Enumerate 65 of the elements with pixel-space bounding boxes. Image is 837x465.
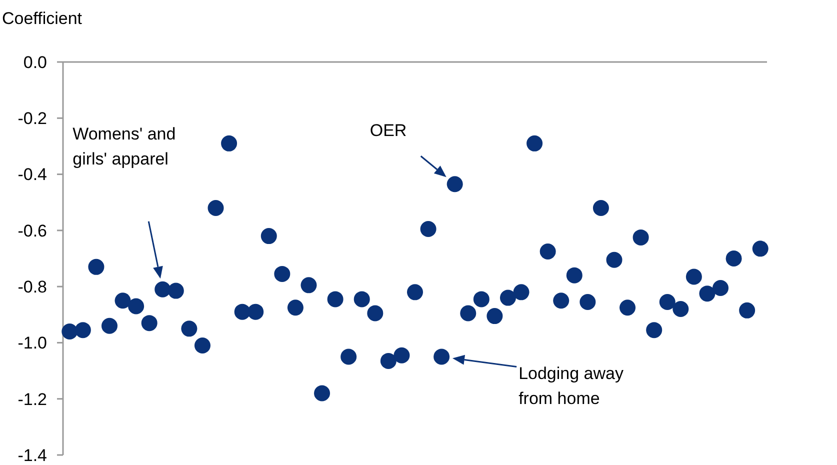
point [500, 290, 516, 306]
annotation: OER [370, 121, 407, 140]
y-tick-label: 0.0 [23, 52, 47, 72]
point [752, 240, 768, 257]
point [287, 300, 304, 316]
point [394, 347, 410, 364]
point [168, 282, 184, 299]
point [540, 243, 556, 260]
point [208, 200, 224, 216]
point [699, 286, 716, 302]
point [686, 268, 702, 285]
point [128, 298, 144, 314]
y-tick-label: -0.4 [18, 165, 47, 184]
point [260, 228, 277, 244]
point [407, 284, 423, 300]
point [646, 322, 662, 338]
point [141, 315, 158, 332]
point [380, 352, 396, 369]
y-axis-title: Coefficient [2, 9, 82, 28]
point [420, 221, 436, 238]
point [672, 301, 689, 318]
point [460, 305, 476, 322]
point [553, 292, 570, 309]
point [354, 291, 370, 308]
point [526, 135, 543, 152]
point [367, 305, 384, 322]
point [513, 284, 530, 300]
y-tick-label: -0.6 [18, 221, 47, 240]
point [620, 300, 636, 316]
point [327, 291, 344, 308]
point [300, 277, 317, 294]
point [739, 302, 756, 318]
point [248, 304, 264, 320]
point [473, 291, 490, 308]
point [194, 338, 210, 354]
point [659, 294, 676, 310]
point [434, 348, 450, 365]
y-tick-label: -0.8 [18, 278, 47, 297]
point [592, 200, 609, 216]
point [712, 280, 729, 296]
point [101, 318, 118, 334]
point [580, 294, 596, 310]
point [606, 252, 622, 268]
point [486, 308, 503, 324]
y-tick-label: -1.4 [18, 446, 47, 465]
point [274, 266, 290, 282]
point [566, 267, 582, 284]
annotation: Womens' and girls' apparel [72, 124, 176, 168]
point [88, 258, 104, 275]
point [234, 304, 250, 320]
annotation: Lodging away from home [518, 364, 624, 408]
point [74, 322, 91, 338]
point [726, 250, 742, 266]
y-tick-label: -0.2 [18, 109, 47, 128]
point [154, 281, 171, 298]
point [62, 323, 78, 340]
point [446, 176, 463, 192]
point [181, 320, 198, 337]
point [314, 385, 330, 402]
point [114, 292, 131, 309]
point [632, 229, 649, 246]
point [340, 348, 357, 365]
y-tick-label: -1.0 [18, 334, 47, 353]
y-tick-label: -1.2 [18, 390, 47, 409]
point [221, 135, 238, 152]
